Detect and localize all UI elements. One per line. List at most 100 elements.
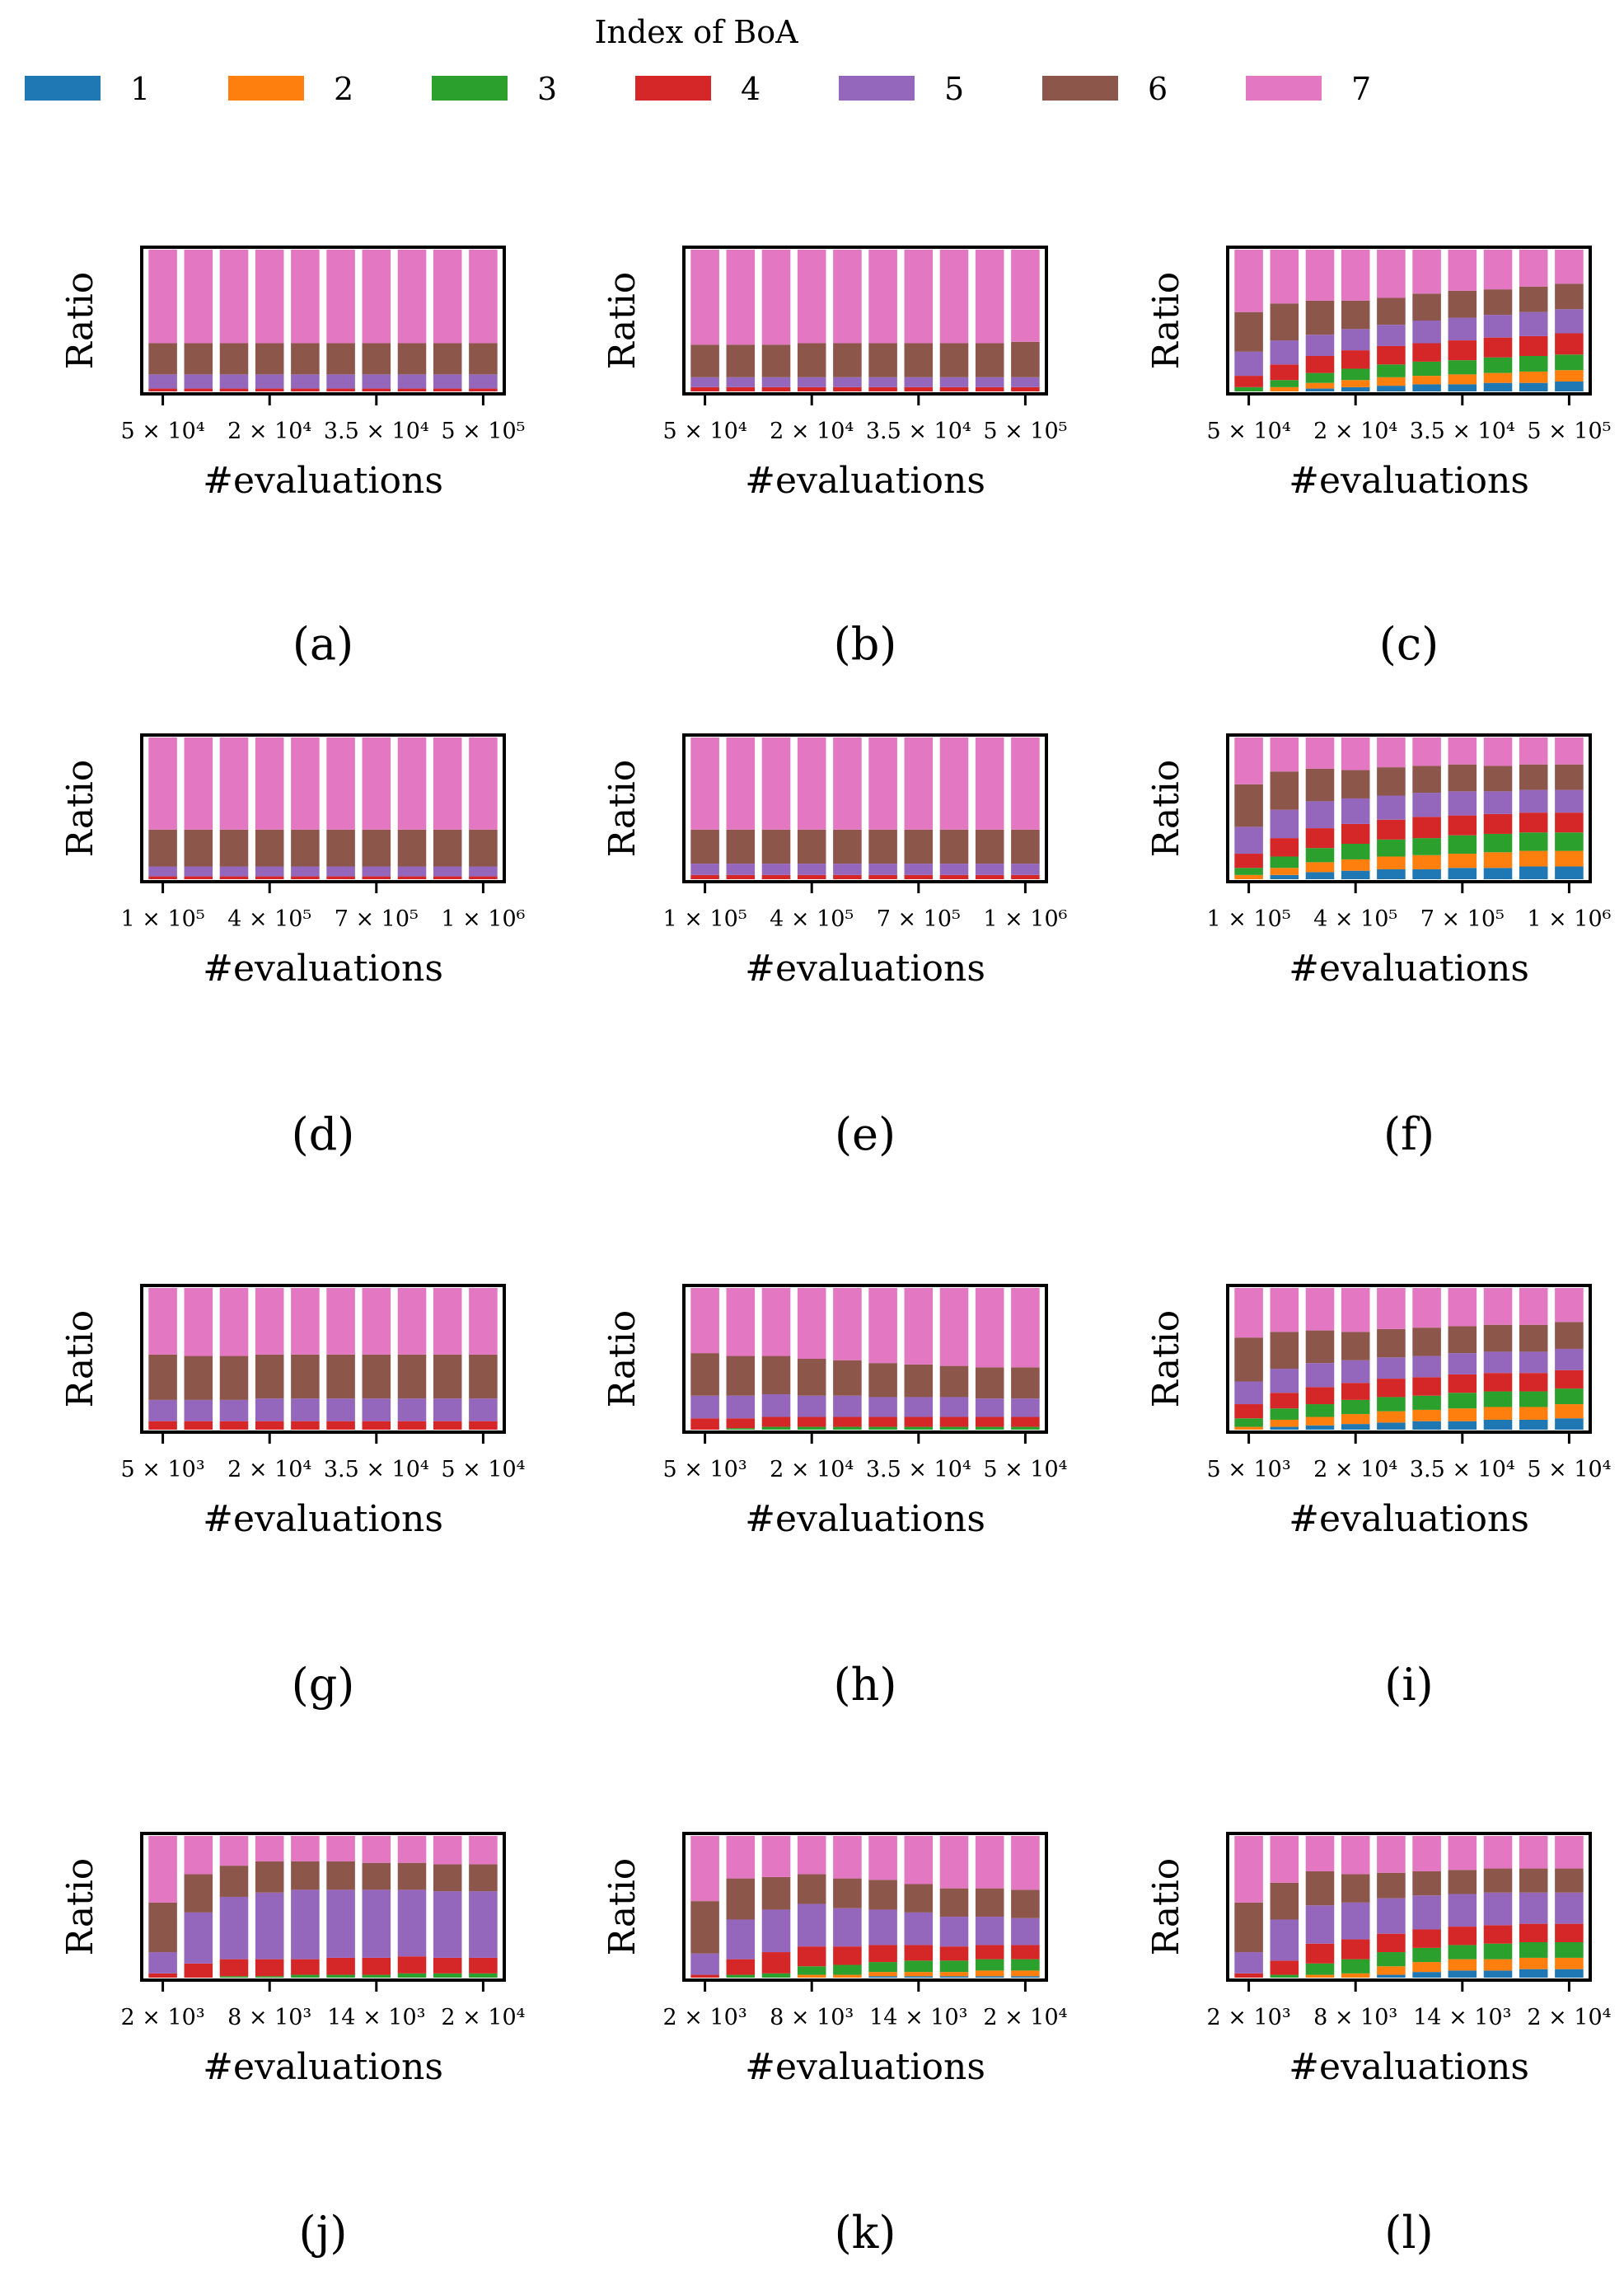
bar-1-segment-boa-7 — [1234, 250, 1263, 312]
bar-1-segment-boa-4 — [148, 388, 177, 391]
bar-10-segment-boa-6 — [469, 1864, 498, 1892]
bar-10-segment-boa-7 — [1555, 1836, 1584, 1869]
x-tick-label: 2 × 10⁴ — [1313, 419, 1397, 444]
bar-1-segment-boa-4 — [1234, 376, 1263, 387]
bar-6-segment-boa-4 — [1412, 1377, 1441, 1396]
bar-3-segment-boa-4 — [1305, 356, 1335, 373]
bar-8-segment-boa-6 — [939, 829, 969, 864]
bar-6-segment-boa-1 — [1412, 1972, 1441, 1978]
bar-8-segment-boa-7 — [939, 250, 969, 344]
bar-5-segment-boa-1 — [1377, 1974, 1406, 1978]
bar-7-segment-boa-6 — [1448, 764, 1477, 792]
bar-5-segment-boa-7 — [833, 250, 862, 344]
bar-4-segment-boa-7 — [255, 250, 284, 344]
bar-4-segment-boa-4 — [1341, 823, 1370, 844]
bar-1-segment-boa-4 — [690, 1974, 719, 1978]
bar-1-segment-boa-5 — [690, 1395, 719, 1419]
bar-1-segment-boa-5 — [1234, 826, 1263, 855]
bar-10-segment-boa-5 — [1011, 1917, 1040, 1946]
bar-4-segment-boa-4 — [797, 1416, 826, 1427]
bar-6-segment-boa-5 — [326, 1398, 355, 1421]
bar-4-segment-boa-6 — [1341, 770, 1370, 798]
bar-9-segment-boa-2 — [975, 1970, 1004, 1977]
x-axis-label: #evaluations — [1289, 460, 1529, 502]
bar-9-segment-boa-6 — [975, 1367, 1004, 1399]
bar-2-segment-boa-6 — [184, 829, 213, 867]
bar-9-segment-boa-5 — [433, 1891, 462, 1958]
bar-2-segment-boa-4 — [726, 1959, 756, 1975]
bar-9-segment-boa-6 — [975, 829, 1004, 864]
legend-label-6: 6 — [1148, 71, 1168, 107]
bar-3-segment-boa-6 — [761, 1876, 791, 1910]
bar-1-segment-boa-5 — [148, 1952, 177, 1974]
x-tick-label: 5 × 10⁴ — [1527, 1457, 1611, 1482]
bar-8-segment-boa-7 — [1483, 1288, 1513, 1325]
bar-5-segment-boa-2 — [1377, 1411, 1406, 1423]
y-axis-label: Ratio — [59, 1858, 101, 1956]
bar-1-segment-boa-5 — [690, 377, 719, 387]
bar-4-segment-boa-4 — [797, 386, 826, 391]
bar-8-segment-boa-5 — [397, 1889, 427, 1957]
bar-10-segment-boa-7 — [1555, 250, 1584, 284]
bar-9-segment-boa-1 — [1519, 1419, 1548, 1430]
x-tick-label: 2 × 10⁴ — [1313, 1457, 1397, 1482]
bar-2-segment-boa-6 — [1270, 1332, 1299, 1370]
bar-5-segment-boa-1 — [1377, 869, 1406, 879]
bar-6-segment-boa-7 — [1412, 1288, 1441, 1328]
bar-1-segment-boa-4 — [1234, 1973, 1263, 1978]
bar-6-segment-boa-7 — [326, 737, 355, 830]
y-axis-label: Ratio — [1145, 272, 1187, 370]
bar-2-segment-boa-6 — [1270, 771, 1299, 810]
subplot-caption: (f) — [1383, 1108, 1434, 1160]
bar-4-segment-boa-4 — [1341, 1383, 1370, 1400]
bar-6-segment-boa-3 — [1412, 1395, 1441, 1410]
bar-2-segment-boa-4 — [1270, 1960, 1299, 1975]
bar-7-segment-boa-1 — [1448, 868, 1477, 879]
bar-9-segment-boa-5 — [975, 864, 1004, 875]
bar-4-segment-boa-5 — [255, 1892, 284, 1960]
bar-6-segment-boa-7 — [1412, 250, 1441, 294]
bar-5-segment-boa-6 — [291, 1861, 320, 1890]
x-tick-label: 14 × 10³ — [327, 2005, 425, 2030]
bar-3-segment-boa-4 — [761, 1952, 791, 1974]
bar-6-segment-boa-5 — [1412, 321, 1441, 344]
bar-7-segment-boa-5 — [1448, 1353, 1477, 1374]
bar-2-segment-boa-2 — [1270, 386, 1299, 391]
bar-7-segment-boa-2 — [1448, 1408, 1477, 1421]
subplot-h: Ratio 5 × 10³ 2 × 10⁴ 3.5 × 10⁴ 5 × 10⁴ #eval… — [601, 1284, 1067, 1711]
bar-8-segment-boa-4 — [939, 1946, 969, 1961]
bar-5-segment-boa-3 — [833, 1426, 862, 1430]
bar-2-segment-boa-7 — [184, 1836, 213, 1875]
bar-8-segment-boa-5 — [939, 1397, 969, 1417]
bar-3-segment-boa-1 — [1305, 1425, 1335, 1430]
bar-2-segment-boa-4 — [184, 1421, 213, 1430]
bar-8-segment-boa-6 — [397, 1354, 427, 1399]
bar-8-segment-boa-4 — [397, 1421, 427, 1430]
bar-10-segment-boa-2 — [1555, 850, 1584, 867]
bar-8-segment-boa-1 — [1483, 382, 1513, 391]
bar-8-segment-boa-7 — [1483, 737, 1513, 766]
bar-9-segment-boa-4 — [1519, 812, 1548, 833]
bar-4-segment-boa-7 — [1341, 250, 1370, 301]
bar-2-segment-boa-6 — [726, 829, 756, 864]
x-tick-label: 4 × 10⁵ — [227, 906, 311, 932]
bar-2-segment-boa-6 — [726, 1878, 756, 1920]
bar-9-segment-boa-6 — [433, 1864, 462, 1892]
bar-1-segment-boa-6 — [690, 1901, 719, 1954]
bar-3-segment-boa-7 — [219, 250, 249, 344]
bar-3-segment-boa-3 — [761, 1973, 791, 1978]
bar-10-segment-boa-4 — [1555, 1923, 1584, 1942]
bar-8-segment-boa-5 — [1483, 1892, 1513, 1926]
bar-1-segment-boa-5 — [690, 864, 719, 875]
bar-3-segment-boa-3 — [1305, 372, 1335, 383]
bar-3-segment-boa-1 — [1305, 872, 1335, 879]
bar-9-segment-boa-5 — [1519, 1892, 1548, 1924]
bar-6-segment-boa-3 — [868, 1962, 897, 1973]
bar-6-segment-boa-6 — [868, 1880, 897, 1910]
bar-2-segment-boa-5 — [1270, 809, 1299, 839]
bar-9-segment-boa-5 — [1519, 1351, 1548, 1374]
bar-4-segment-boa-5 — [255, 374, 284, 389]
bar-10-segment-boa-2 — [1011, 1970, 1040, 1977]
bar-1-segment-boa-4 — [148, 1421, 177, 1430]
bar-5-segment-boa-4 — [833, 386, 862, 391]
